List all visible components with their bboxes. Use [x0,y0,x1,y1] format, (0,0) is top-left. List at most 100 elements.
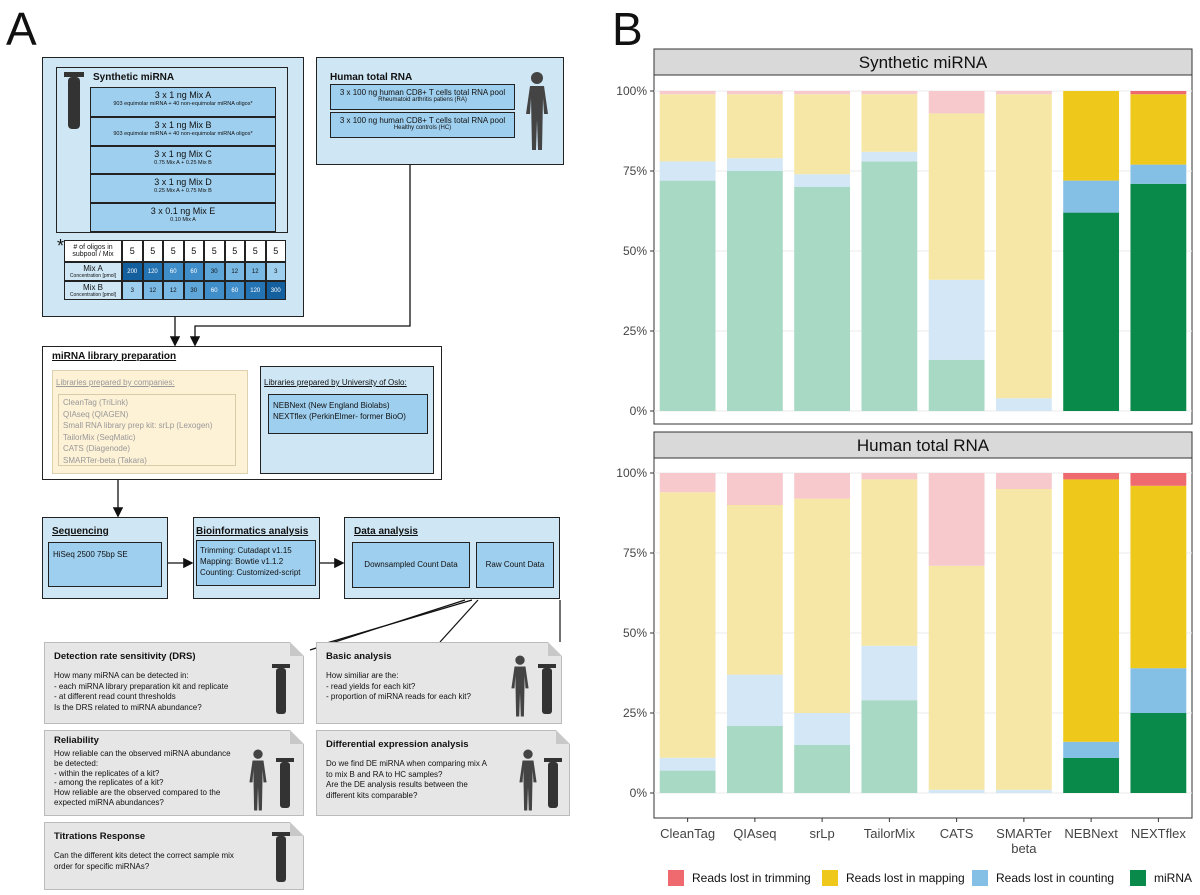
legend-mirna: miRNA [1130,870,1192,886]
oligo-count-cell: 5 [163,240,184,262]
synthetic-mirna-title: Synthetic miRNA [93,72,175,83]
bar-segment [794,745,851,793]
mix-box-c: 3 x 1 ng Mix C 0.75 Mix A + 0.25 Mix B [90,146,276,174]
legend-swatch-counting [972,870,988,886]
x-tick-label: srLp [809,826,834,841]
bar-segment [794,498,851,713]
bar-segment [1130,94,1187,165]
concentration-cell: 3 [122,281,143,300]
x-tick-label: QIAseq [733,826,776,841]
company-kit-item: QIAseq (QIAGEN) [63,409,129,419]
oligo-count-cell: 5 [183,240,204,262]
bar-segment [928,789,985,793]
facet-title: Human total RNA [857,436,990,455]
bar-segment [928,279,985,360]
concentration-cell: 3 [265,262,286,281]
facet-strip [653,431,1193,459]
bar-segment [995,489,1052,790]
bar-segment [726,158,783,171]
bar-segment [726,674,783,726]
bar-segment [659,91,716,95]
bar-segment [659,770,716,793]
oslo-title: Libraries prepared by University of Oslo… [264,378,407,387]
bar-segment [928,113,985,280]
human-pool-ra: 3 x 100 ng human CD8+ T cells total RNA … [330,84,515,110]
y-tick-label: 25% [623,706,647,720]
human-figure-icon [511,655,529,717]
human-figure-icon [526,72,548,150]
oslo-list: NEBNext (New England Biolabs) NEXTflex (P… [268,394,428,434]
panel-a-letter: A [6,3,37,55]
x-tick-label: CATS [940,826,974,841]
legend-trimming: Reads lost in trimming [668,870,811,886]
bar-segment [794,187,851,411]
concentration-cell: 300 [265,281,286,300]
x-tick-label: NEBNext [1064,826,1118,841]
bar-segment [726,94,783,159]
company-kit-item: CleanTag (TriLink) [63,398,129,407]
bar-segment [659,94,716,162]
companies-list: CleanTag (TriLink) QIAseq (QIAGEN) Small R… [58,394,236,466]
sequencing-detail: HiSeq 2500 75bp SE [48,542,162,587]
bar-segment [794,713,851,745]
company-kit-item: Small RNA library prep kit: srLp (Lexoge… [63,421,213,430]
bar-segment [726,505,783,675]
bar-segment [1063,757,1120,793]
human-pool-hc: 3 x 100 ng human CD8+ T cells total RNA … [330,112,515,138]
y-tick-label: 25% [623,324,647,338]
data-analysis-title: Data analysis [354,526,418,537]
tube-icon [272,832,290,882]
bar-segment [861,700,918,793]
raw-count-box: Raw Count Data [476,542,554,588]
sequencing-title: Sequencing [52,526,109,537]
legend-counting: Reads lost in counting [972,870,1114,886]
y-tick-label: 50% [623,626,647,640]
bar-segment [861,473,918,480]
bar-segment [1063,473,1120,480]
mix-row-label: Mix A Concentration [pmol] [64,262,122,281]
panel-b-letter: B [612,3,643,55]
bioinformatics-steps: Trimming: Cutadapt v1.15 Mapping: Bowtie … [196,540,316,586]
tube-icon [538,664,556,714]
oligo-count-cell: 5 [122,240,143,262]
oligo-count-cell: 5 [224,240,245,262]
bar-segment [659,473,716,493]
concentration-cell: 30 [183,281,204,300]
company-kit-item: TailorMix (SeqMatic) [63,432,136,442]
bar-segment [659,161,716,181]
x-tick-label: TailorMix [864,826,916,841]
human-rna-title: Human total RNA [330,72,413,83]
bar-segment [1063,180,1120,213]
bar-segment [726,473,783,505]
library-prep-title: miRNA library preparation [52,351,177,362]
concentration-cell: 200 [122,262,143,281]
oligo-count-cell: 5 [142,240,163,262]
bar-segment [861,479,918,646]
legend-swatch-mapping [822,870,838,886]
concentration-cell: 12 [245,262,266,281]
legend-swatch-trimming [668,870,684,886]
card-titration: Titrations Response Can the different ki… [44,822,304,890]
bar-segment [726,91,783,95]
bar-segment [1063,741,1120,758]
tube-icon [272,664,290,714]
oslo-kit-item: NEXTflex (PerkinElmer- former BioO) [273,412,406,421]
concentration-cell: 12 [142,281,163,300]
bar-segment [726,171,783,411]
downsampled-count-box: Downsampled Count Data [352,542,470,588]
concentration-cell: 12 [224,262,245,281]
mix-box-d: 3 x 1 ng Mix D 0.25 Mix A + 0.75 Mix B [90,174,276,203]
legend-swatch-mirna [1130,870,1146,886]
companies-title: Libraries prepared by companies: [56,378,175,387]
tube-icon [544,758,562,808]
y-tick-label: 100% [616,84,647,98]
bar-segment [1130,668,1187,713]
concentration-cell: 60 [204,281,225,300]
bar-segment [995,473,1052,489]
legend-label-trimming: Reads lost in trimming [692,871,811,885]
concentration-cell: 120 [142,262,163,281]
x-tick-label: beta [1011,841,1037,856]
oslo-kit-item: NEBNext (New England Biolabs) [273,401,390,410]
mix-box-e: 3 x 0.1 ng Mix E 0.10 Mix A [90,203,276,232]
